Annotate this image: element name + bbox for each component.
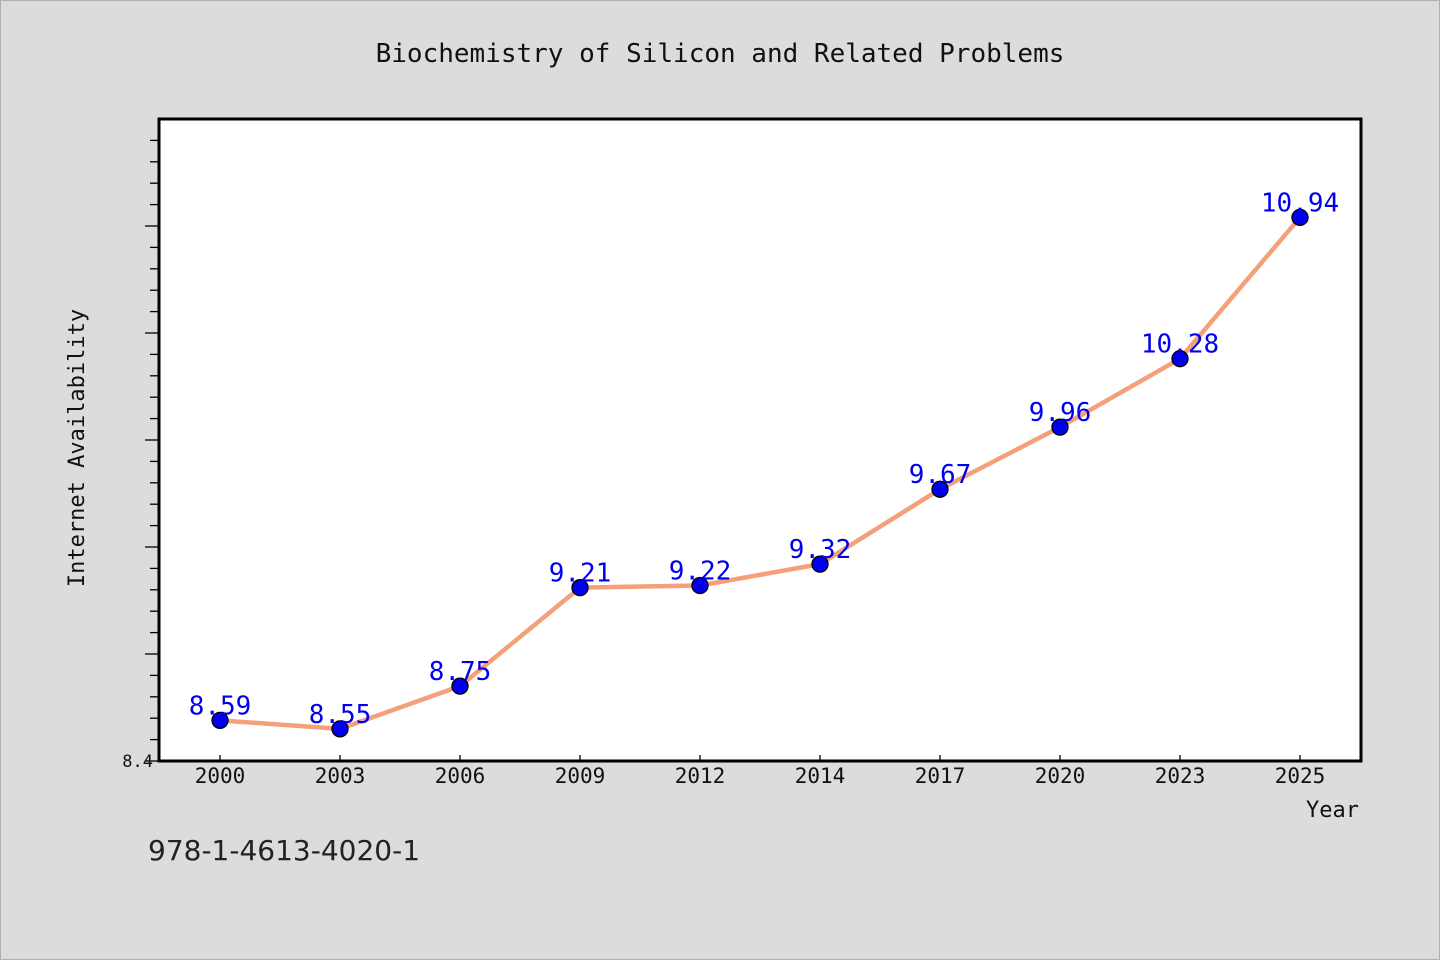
data-point [1171, 350, 1189, 368]
data-label: 10.94 [1261, 188, 1339, 218]
data-point [331, 720, 349, 738]
chart-title: Biochemistry of Silicon and Related Prob… [376, 39, 1065, 69]
y-axis-ticks: 8.4 [122, 139, 159, 772]
data-label: 8.55 [309, 700, 372, 730]
data-point [211, 711, 229, 729]
x-tick-label: 2025 [1275, 764, 1326, 788]
data-labels-layer: 8.59 8.55 8.75 9.21 9.22 9.32 9.67 9.96 10.28 10.… [189, 188, 1339, 729]
data-point [931, 480, 949, 498]
data-point [691, 576, 709, 595]
series-line [217, 215, 1303, 732]
data-point [811, 555, 829, 573]
x-tick-label: 2017 [915, 764, 966, 788]
data-label: 10.28 [1141, 330, 1219, 360]
x-axis-ticks: 2000 2003 2006 2009 2012 2014 2017 2020 2023 2025 [195, 755, 1326, 788]
data-label: 8.59 [189, 691, 252, 721]
x-tick-label: 2003 [315, 764, 366, 788]
plot-area [157, 117, 1363, 763]
x-tick-label: 2014 [795, 764, 846, 788]
data-point [571, 579, 589, 597]
isbn-text: 978-1-4613-4020-1 [148, 834, 421, 867]
data-label: 8.75 [429, 657, 492, 687]
data-label: 9.32 [789, 535, 852, 565]
data-label: 9.96 [1029, 398, 1092, 428]
x-tick-label: 2000 [195, 764, 246, 788]
data-label: 9.22 [669, 557, 732, 587]
x-tick-label: 2020 [1035, 764, 1086, 788]
data-point [451, 677, 469, 695]
x-tick-label: 2012 [675, 764, 726, 788]
y-tick-label: 8.4 [122, 752, 153, 772]
data-label: 9.21 [549, 559, 612, 589]
x-axis-label: Year [1306, 798, 1359, 823]
x-tick-label: 2009 [555, 764, 606, 788]
x-tick-label: 2006 [435, 764, 486, 788]
points-layer [211, 208, 1309, 738]
x-tick-label: 2023 [1155, 764, 1206, 788]
data-label: 9.67 [909, 460, 972, 490]
data-point [1291, 208, 1309, 227]
y-axis-label: Internet Availability [65, 309, 90, 587]
data-point [1051, 418, 1069, 436]
series-layer [217, 215, 1303, 732]
